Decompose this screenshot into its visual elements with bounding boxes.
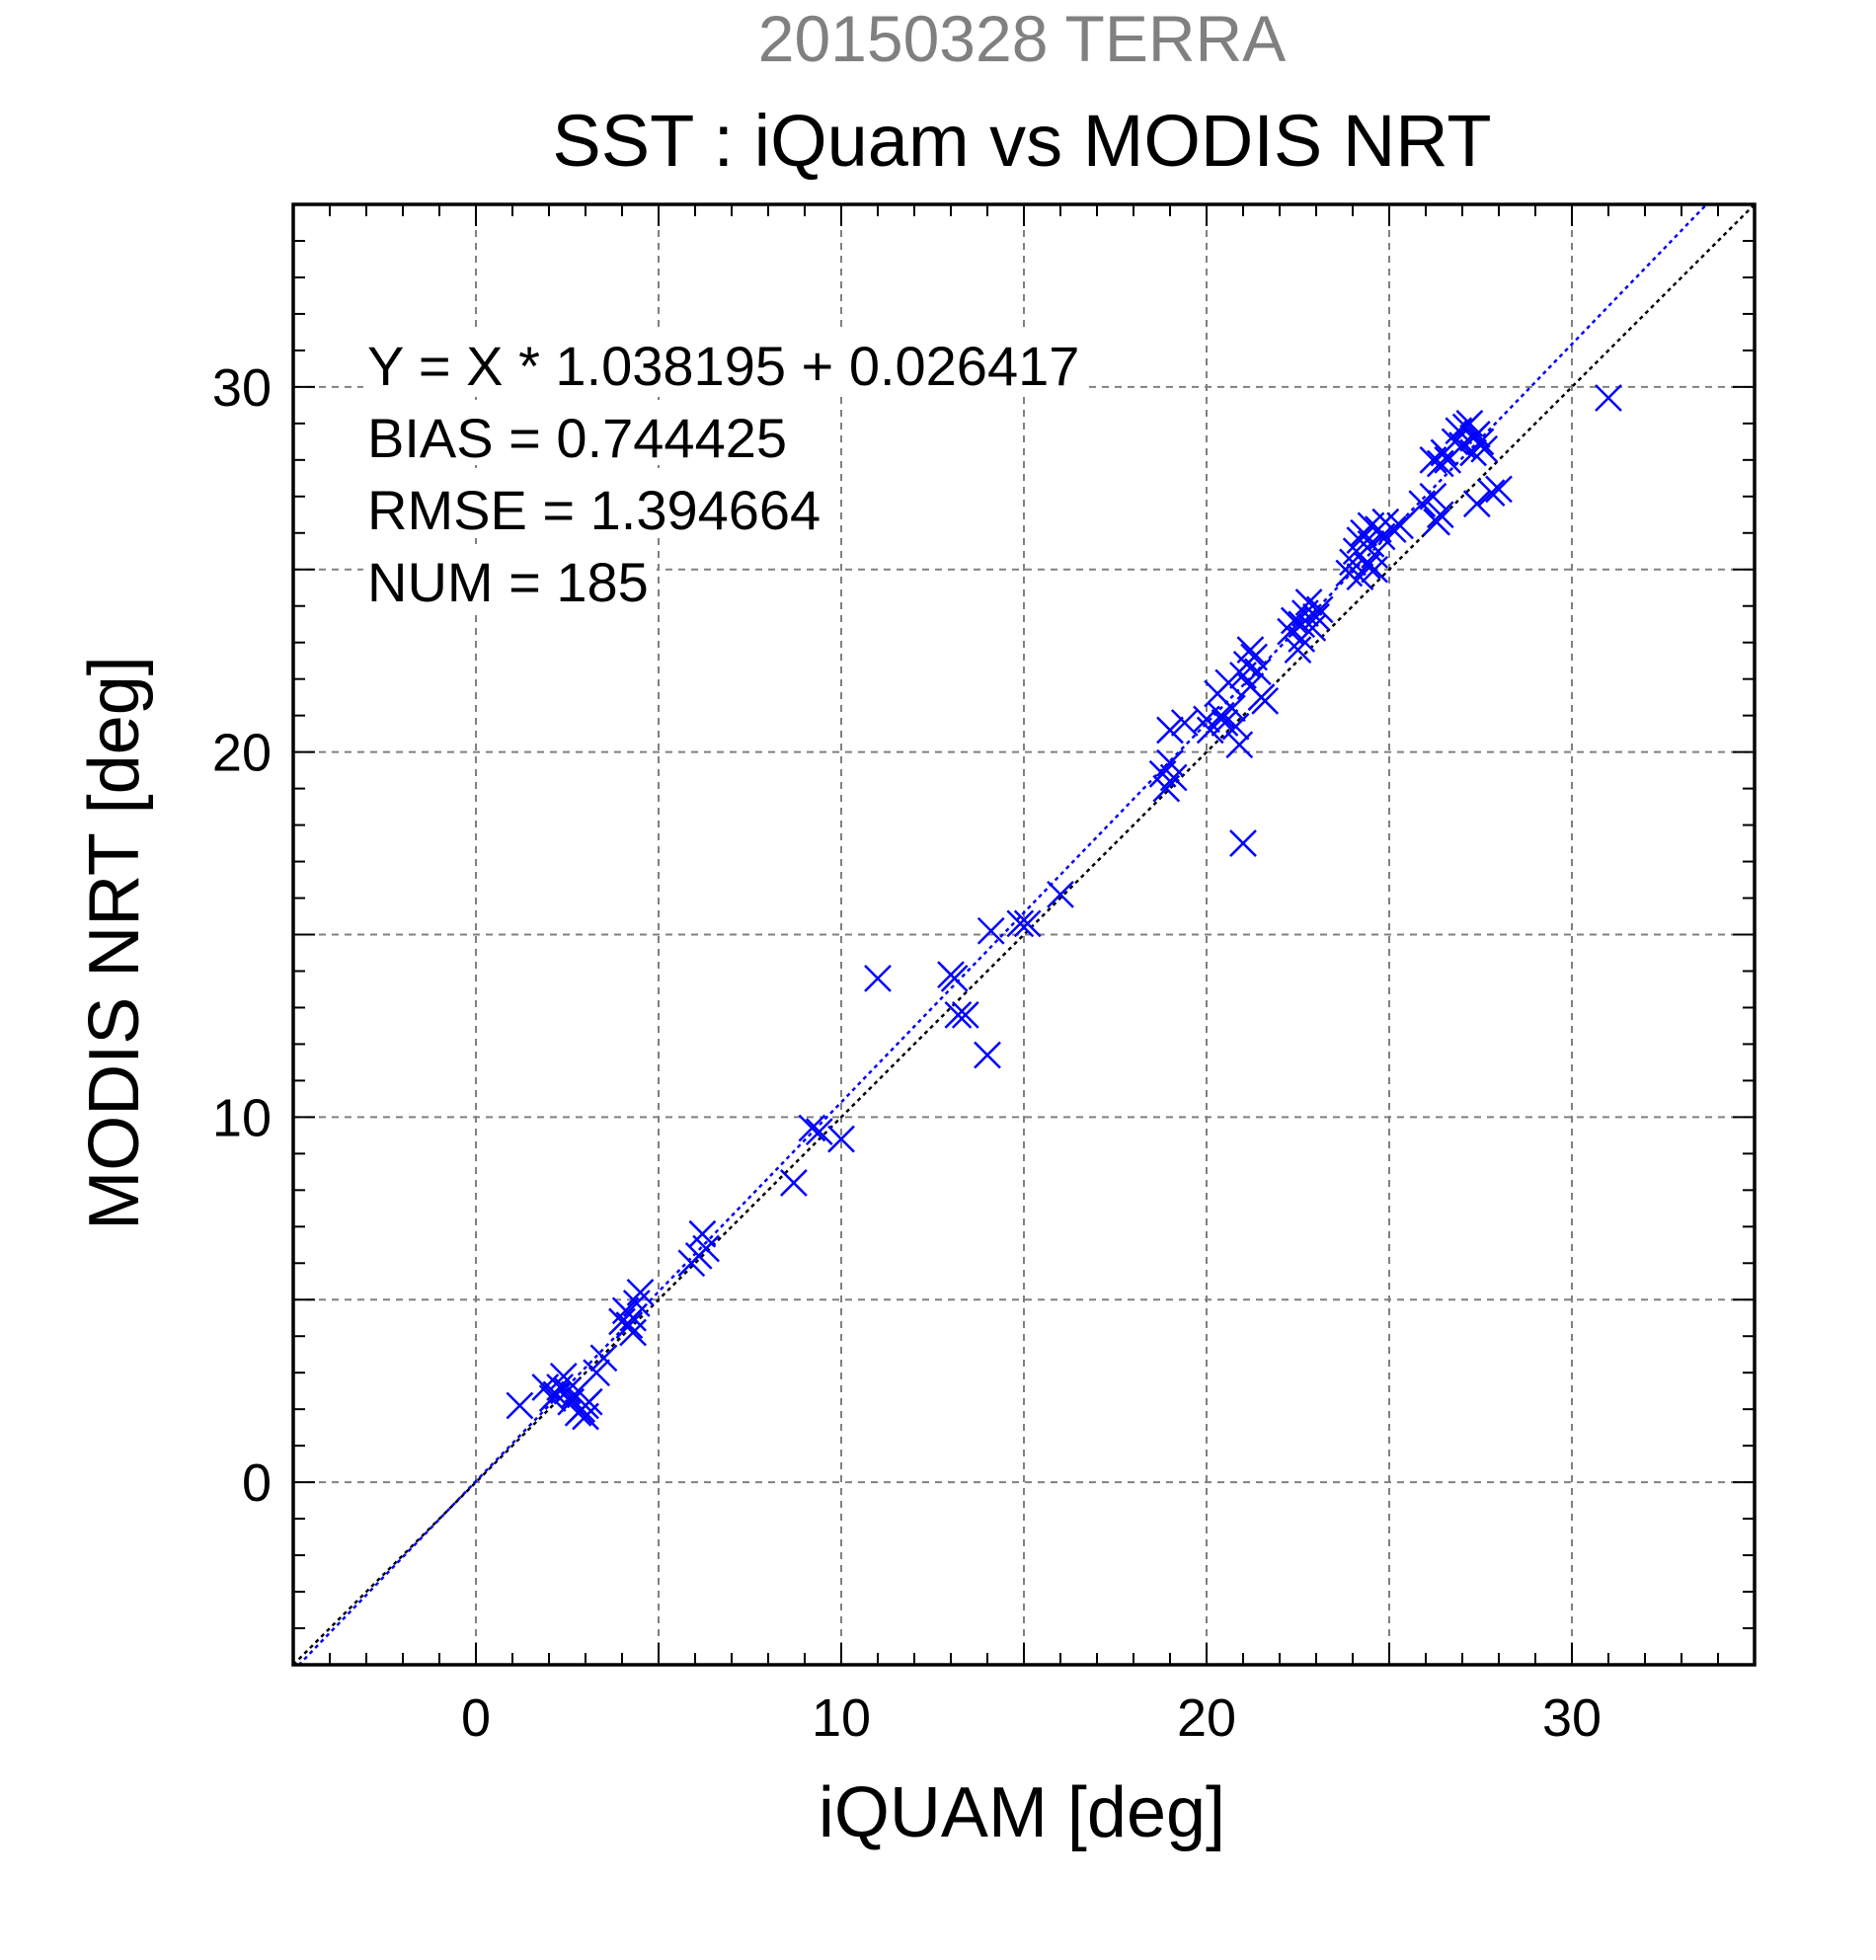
stats-line: RMSE = 1.394664 (367, 479, 821, 541)
chart-suptitle: 20150328 TERRA (758, 2, 1286, 75)
data-point (1378, 515, 1407, 543)
data-point (1221, 712, 1250, 741)
data-point (575, 1387, 603, 1416)
data-point (1229, 829, 1257, 857)
data-point (1305, 595, 1334, 624)
reference-lines (293, 204, 1755, 1665)
data-point (1419, 482, 1447, 510)
data-point (1386, 511, 1414, 540)
stats-line: BIAS = 0.744425 (367, 407, 787, 469)
data-point (1470, 434, 1499, 463)
data-point (692, 1234, 720, 1263)
stats-annotation: Y = X * 1.038195 + 0.026417 BIAS = 0.7444… (363, 328, 1088, 613)
data-point (1462, 490, 1491, 518)
stats-line: NUM = 185 (367, 551, 649, 613)
y-tick-label: 30 (212, 358, 272, 418)
data-point (1225, 731, 1254, 759)
x-axis-label: iQUAM [deg] (819, 1773, 1225, 1852)
data-point (944, 1000, 973, 1029)
data-point (619, 1318, 647, 1347)
data-point (553, 1376, 582, 1405)
data-point (1159, 763, 1188, 792)
data-point (1006, 909, 1035, 938)
data-point (1251, 686, 1280, 715)
data-point (974, 1041, 1001, 1069)
data-point (1466, 428, 1495, 456)
fit-line (297, 204, 1709, 1665)
data-point (506, 1391, 534, 1420)
data-point (1288, 610, 1316, 639)
data-point (1361, 555, 1389, 584)
data-point (864, 964, 892, 992)
stats-line-bg (363, 472, 829, 537)
data-point (805, 1118, 833, 1146)
chart-title: SST : iQuam vs MODIS NRT (552, 100, 1491, 182)
data-point (1423, 508, 1450, 536)
data-point (1211, 709, 1239, 737)
data-point (1485, 475, 1513, 504)
data-point (1426, 501, 1454, 529)
tick-labels: 0 10 20 30 0 10 20 30 (212, 358, 1602, 1748)
data-point (977, 916, 1005, 945)
y-tick-label: 10 (212, 1088, 272, 1147)
data-point (1156, 716, 1184, 745)
data-point (1426, 449, 1454, 478)
data-point (626, 1278, 655, 1306)
stats-line-bg (363, 328, 1088, 393)
data-point (546, 1373, 574, 1401)
x-tick-label: 0 (461, 1688, 491, 1748)
data-points (506, 384, 1622, 1431)
x-tick-label: 10 (812, 1688, 871, 1748)
data-point (1298, 614, 1327, 642)
data-point (1047, 880, 1074, 908)
x-tick-label: 30 (1542, 1688, 1602, 1748)
plot-frame (291, 202, 1757, 1667)
data-point (1243, 658, 1272, 686)
y-axis-label: MODIS NRT [deg] (75, 656, 154, 1230)
data-point (622, 1290, 651, 1317)
data-point (780, 1169, 808, 1197)
data-point (1477, 479, 1506, 507)
data-point (1335, 559, 1364, 588)
stats-line-bg (363, 400, 796, 465)
data-point (1361, 541, 1389, 569)
data-point (1302, 602, 1330, 631)
data-point (798, 1114, 826, 1142)
stats-line: Y = X * 1.038195 + 0.026417 (367, 335, 1079, 397)
x-tick-label: 20 (1177, 1688, 1236, 1748)
data-point (1462, 421, 1491, 448)
data-point (1441, 428, 1469, 456)
y-tick-label: 20 (212, 724, 272, 783)
data-point (1284, 636, 1312, 664)
data-point (615, 1311, 644, 1340)
data-point (827, 1125, 855, 1153)
data-point (589, 1344, 618, 1372)
data-point (1595, 384, 1622, 412)
data-point (951, 1000, 979, 1029)
data-point (1236, 636, 1265, 664)
y-tick-label: 0 (242, 1453, 272, 1513)
data-point (940, 964, 969, 992)
data-point (1218, 694, 1246, 723)
stats-line-bg (363, 544, 657, 609)
data-point (583, 1359, 610, 1387)
data-point (1196, 716, 1224, 745)
data-point (1013, 909, 1042, 938)
